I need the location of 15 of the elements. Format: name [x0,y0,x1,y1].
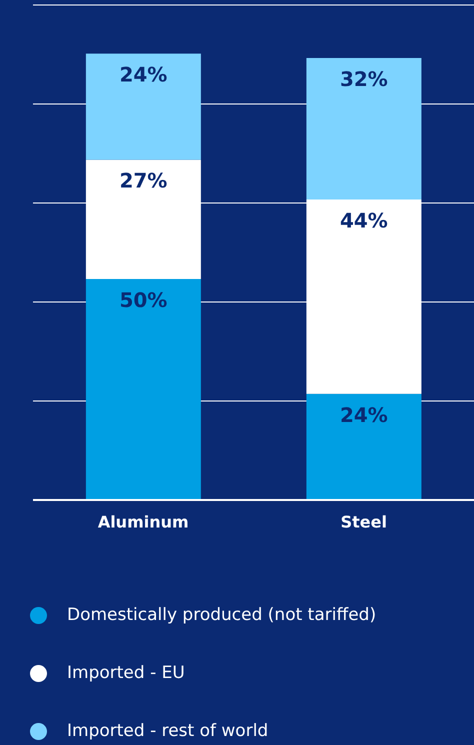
data-label: 32% [340,67,388,92]
data-label: 50% [119,288,168,312]
x-tick-label: Steel [340,512,387,532]
legend-label: Domestically produced (not tariffed) [67,605,376,625]
bar [86,279,201,500]
bar [86,54,201,160]
bar [306,394,422,500]
data-label: 24% [340,402,388,427]
legend-label: Imported - rest of world [67,721,268,741]
data-label: 27% [119,168,168,193]
legend-label: Imported - EU [67,663,185,683]
data-label: 24% [119,62,168,87]
bar [306,58,422,200]
x-tick-label: Aluminum [98,512,189,532]
data-label: 44% [340,208,388,232]
